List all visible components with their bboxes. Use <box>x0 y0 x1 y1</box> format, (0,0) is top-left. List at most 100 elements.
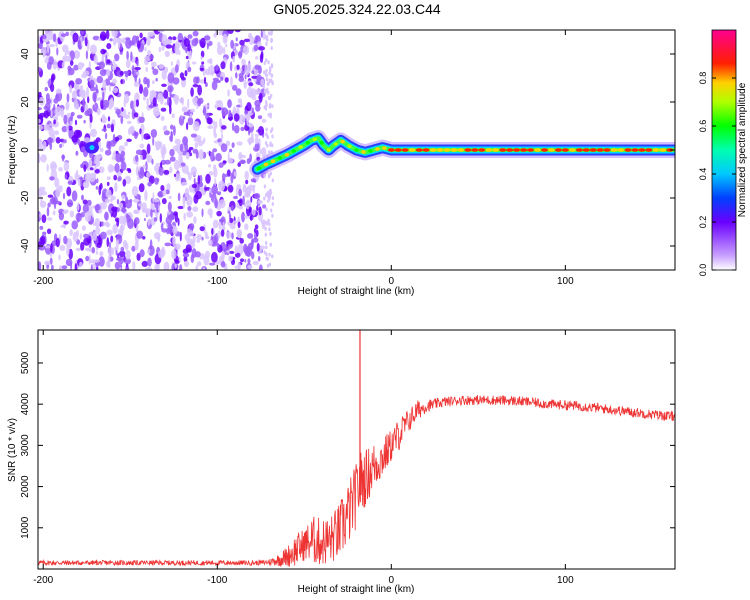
noise-speck <box>43 124 50 131</box>
noise-speck <box>254 193 261 200</box>
noise-speck <box>227 206 232 211</box>
noise-speck <box>271 202 274 206</box>
noise-speck <box>164 242 172 247</box>
noise-speck <box>150 129 158 138</box>
noise-speck <box>169 86 172 97</box>
colorbar-tick-label: 0.8 <box>698 72 708 85</box>
snr-frame <box>37 329 676 570</box>
noise-speck <box>160 115 165 121</box>
noise-speck <box>134 92 140 103</box>
noise-speck <box>260 78 265 86</box>
noise-speck <box>215 64 219 71</box>
noise-speck <box>77 39 82 50</box>
noise-speck <box>244 259 247 263</box>
noise-speck <box>169 104 172 115</box>
noise-speck <box>68 248 73 260</box>
noise-speck <box>183 212 186 221</box>
signal-peak <box>652 148 660 152</box>
noise-speck <box>212 148 218 153</box>
noise-speck <box>218 199 226 209</box>
noise-speck <box>265 127 268 132</box>
noise-speck <box>220 261 226 268</box>
noise-speck <box>202 106 207 116</box>
noise-speck <box>133 209 138 214</box>
noise-speck <box>256 205 259 212</box>
noise-speck <box>158 166 162 173</box>
noise-speck <box>251 107 254 114</box>
x-tick-label: -100 <box>207 276 227 287</box>
noise-speck <box>197 261 202 267</box>
noise-speck <box>190 254 194 264</box>
noise-speck <box>129 199 133 203</box>
noise-speck <box>120 115 124 125</box>
noise-speck <box>203 35 211 41</box>
noise-speck <box>174 259 180 264</box>
noise-speck <box>48 44 56 48</box>
noise-speck <box>207 239 213 247</box>
noise-speck <box>264 226 267 231</box>
noise-speck <box>136 230 144 239</box>
noise-speck <box>39 225 44 230</box>
noise-speck <box>258 206 262 216</box>
noise-speck <box>98 256 105 267</box>
signal-peak <box>401 148 409 152</box>
signal-peak <box>541 148 548 152</box>
noise-speck <box>52 210 56 216</box>
noise-speck <box>270 30 273 34</box>
noise-speck <box>172 36 177 41</box>
noise-speck <box>64 174 68 180</box>
noise-speck <box>186 170 190 176</box>
signal-peak <box>422 148 430 152</box>
noise-speck <box>60 224 66 228</box>
noise-speck <box>235 37 238 42</box>
noise-speck <box>66 124 69 133</box>
signal-peak <box>333 142 338 146</box>
signal-peak <box>645 148 653 152</box>
noise-speck <box>82 203 89 214</box>
x-tick-label: 0 <box>389 276 395 287</box>
noise-speck <box>119 51 123 55</box>
noise-speck <box>146 78 150 85</box>
noise-speck <box>67 180 73 185</box>
noise-speck <box>233 220 238 224</box>
noise-speck <box>173 125 176 136</box>
colorbar-tick-label: 0.6 <box>698 120 708 133</box>
noise-speck <box>112 223 118 234</box>
noise-speck <box>45 102 51 111</box>
noise-speck <box>69 121 73 125</box>
noise-speck <box>172 145 179 152</box>
noise-speck <box>213 164 217 170</box>
noise-speck <box>195 264 199 270</box>
noise-speck <box>262 84 266 89</box>
noise-speck <box>192 96 198 104</box>
noise-speck <box>50 161 57 172</box>
noise-speck <box>69 59 74 66</box>
noise-speck <box>142 236 146 240</box>
noise-speck <box>102 79 107 91</box>
noise-speck <box>161 198 167 205</box>
noise-speck <box>90 128 97 138</box>
x-tick-label: -100 <box>207 575 227 586</box>
noise-speck <box>181 106 188 113</box>
noise-speck <box>222 46 226 55</box>
noise-speck <box>266 37 269 42</box>
noise-speck <box>66 93 70 103</box>
noise-speck <box>235 187 238 198</box>
noise-speck <box>269 188 272 193</box>
noise-speck <box>66 186 72 197</box>
noise-speck <box>214 121 218 129</box>
noise-speck <box>200 50 205 58</box>
noise-speck <box>161 83 167 88</box>
noise-speck <box>188 146 194 151</box>
noise-speck <box>40 154 47 163</box>
noise-speck <box>73 82 78 90</box>
noise-speck <box>263 174 266 178</box>
noise-speck <box>112 37 117 46</box>
colorbar-label: Normalized spectral amplitude <box>737 82 748 217</box>
noise-speck <box>152 97 157 107</box>
y-tick-label: 2000 <box>20 475 31 498</box>
noise-speck <box>104 211 109 221</box>
noise-speck <box>190 133 198 138</box>
noise-speck <box>237 98 241 104</box>
